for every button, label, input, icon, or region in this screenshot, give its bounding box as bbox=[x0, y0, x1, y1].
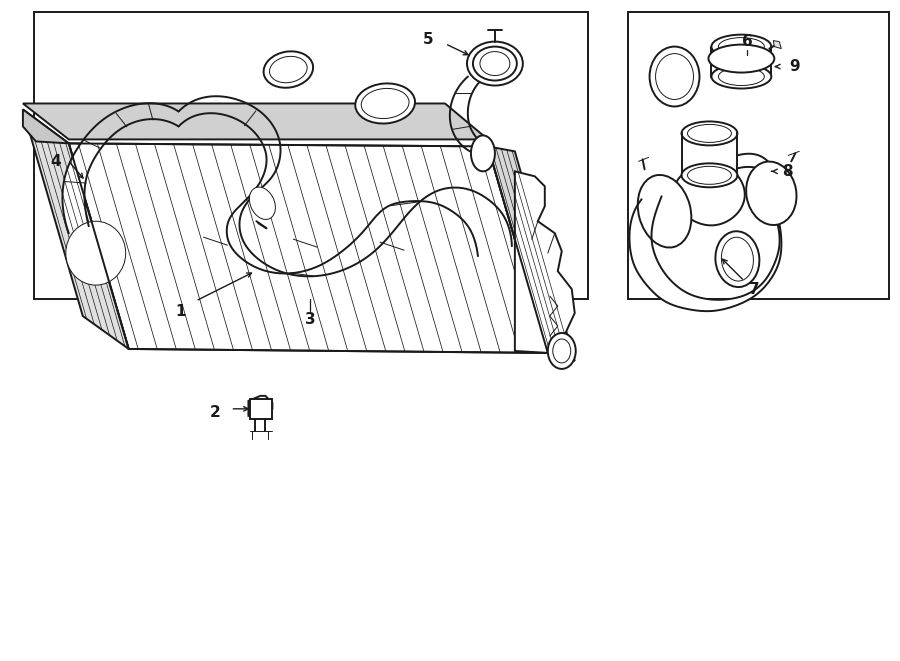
Polygon shape bbox=[22, 104, 488, 139]
Ellipse shape bbox=[716, 231, 760, 287]
Polygon shape bbox=[22, 110, 68, 143]
Polygon shape bbox=[488, 146, 575, 361]
Polygon shape bbox=[22, 110, 129, 349]
Ellipse shape bbox=[86, 242, 105, 264]
Ellipse shape bbox=[746, 161, 796, 225]
Ellipse shape bbox=[66, 221, 126, 285]
Ellipse shape bbox=[473, 46, 517, 81]
Ellipse shape bbox=[708, 44, 774, 73]
Polygon shape bbox=[630, 189, 781, 311]
Text: 6: 6 bbox=[742, 34, 752, 49]
Text: 2: 2 bbox=[210, 405, 220, 420]
Ellipse shape bbox=[548, 333, 576, 369]
Text: 3: 3 bbox=[305, 311, 316, 327]
Ellipse shape bbox=[718, 38, 764, 56]
Polygon shape bbox=[178, 97, 512, 276]
Ellipse shape bbox=[471, 136, 495, 171]
Ellipse shape bbox=[711, 65, 771, 89]
Text: 9: 9 bbox=[789, 59, 799, 74]
Ellipse shape bbox=[760, 165, 783, 177]
Polygon shape bbox=[674, 175, 737, 225]
Ellipse shape bbox=[688, 124, 732, 142]
Ellipse shape bbox=[553, 339, 571, 363]
Ellipse shape bbox=[467, 42, 523, 85]
Ellipse shape bbox=[722, 237, 753, 281]
Ellipse shape bbox=[264, 52, 313, 88]
Polygon shape bbox=[450, 77, 490, 153]
Ellipse shape bbox=[688, 167, 732, 184]
Ellipse shape bbox=[361, 89, 409, 118]
Ellipse shape bbox=[648, 187, 681, 236]
Ellipse shape bbox=[76, 231, 116, 275]
Text: 4: 4 bbox=[50, 154, 61, 169]
Ellipse shape bbox=[650, 46, 699, 106]
Ellipse shape bbox=[249, 187, 275, 219]
Text: 5: 5 bbox=[423, 32, 434, 47]
Text: 1: 1 bbox=[176, 303, 185, 319]
Ellipse shape bbox=[638, 175, 691, 247]
Bar bbox=[627, 12, 889, 299]
Ellipse shape bbox=[642, 180, 688, 243]
Ellipse shape bbox=[681, 163, 737, 187]
Text: 8: 8 bbox=[782, 164, 793, 179]
Polygon shape bbox=[773, 40, 781, 49]
Bar bbox=[34, 12, 588, 299]
Ellipse shape bbox=[718, 67, 764, 85]
Ellipse shape bbox=[655, 54, 694, 100]
Ellipse shape bbox=[269, 56, 307, 83]
Ellipse shape bbox=[749, 165, 794, 221]
Ellipse shape bbox=[681, 122, 737, 145]
Ellipse shape bbox=[711, 34, 771, 59]
Polygon shape bbox=[68, 143, 548, 353]
Polygon shape bbox=[63, 104, 178, 233]
Ellipse shape bbox=[356, 83, 415, 124]
Bar bbox=[250, 399, 273, 419]
Polygon shape bbox=[515, 171, 575, 353]
Text: 7: 7 bbox=[749, 282, 760, 297]
Ellipse shape bbox=[480, 52, 510, 75]
Polygon shape bbox=[248, 396, 273, 416]
Ellipse shape bbox=[68, 223, 123, 283]
Ellipse shape bbox=[755, 171, 788, 215]
